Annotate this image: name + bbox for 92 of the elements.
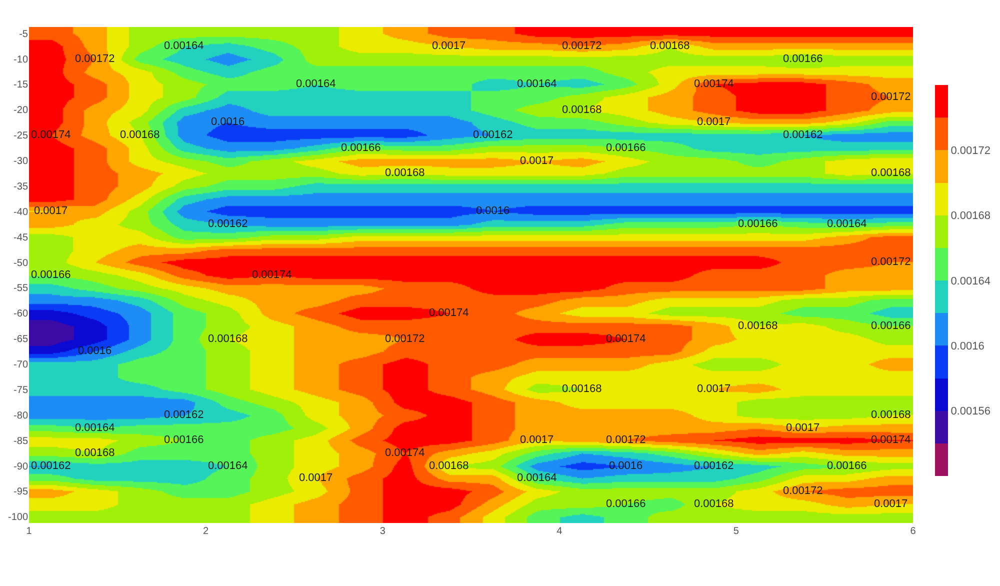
data-label: 0.0016 xyxy=(211,116,245,128)
data-label: 0.00164 xyxy=(517,472,557,484)
data-label: 0.00172 xyxy=(871,91,911,103)
data-label: 0.00172 xyxy=(871,256,911,268)
data-label: 0.0016 xyxy=(476,205,510,217)
data-label: 0.0017 xyxy=(299,472,333,484)
data-label: 0.00172 xyxy=(606,434,646,446)
y-tick-label: -100 xyxy=(8,512,28,524)
color-bar-label: 0.0016 xyxy=(950,340,984,353)
data-label: 0.00168 xyxy=(694,498,734,510)
data-label: 0.00164 xyxy=(296,78,336,90)
y-tick-label: -60 xyxy=(14,308,28,320)
data-label: 0.0016 xyxy=(609,460,643,472)
data-label: 0.00168 xyxy=(429,460,469,472)
y-tick-label: -5 xyxy=(19,28,28,40)
data-label: 0.00172 xyxy=(385,333,425,345)
data-label: 0.00164 xyxy=(517,78,557,90)
data-label: 0.00166 xyxy=(341,142,381,154)
data-label: 0.00172 xyxy=(562,40,602,52)
y-tick-label: -40 xyxy=(14,206,28,218)
data-label: 0.00168 xyxy=(385,167,425,179)
data-label: 0.00168 xyxy=(562,104,602,116)
data-label: 0.00174 xyxy=(606,333,646,345)
x-tick-label: 6 xyxy=(910,526,916,537)
x-tick-label: 5 xyxy=(733,526,740,537)
data-label: 0.00166 xyxy=(606,142,646,154)
data-label: 0.00168 xyxy=(562,383,602,395)
color-bar-label: 0.00164 xyxy=(950,275,990,288)
data-label: 0.00174 xyxy=(31,129,71,141)
data-label: 0.00164 xyxy=(164,40,204,52)
y-tick-label: -20 xyxy=(14,105,28,116)
data-label: 0.00166 xyxy=(738,218,778,230)
data-label: 0.00162 xyxy=(783,129,823,141)
data-label: 0.00168 xyxy=(871,409,911,421)
data-label: 0.00174 xyxy=(871,434,911,446)
data-label: 0.00168 xyxy=(650,40,690,52)
data-label: 0.0017 xyxy=(432,40,466,52)
data-label: 0.00168 xyxy=(871,167,911,179)
y-tick-label: -80 xyxy=(14,410,28,422)
data-label: 0.00166 xyxy=(871,320,911,332)
data-label: 0.0017 xyxy=(520,434,554,446)
data-label: 0.00168 xyxy=(208,333,248,345)
data-label: 0.00166 xyxy=(164,434,204,446)
y-tick-label: -65 xyxy=(14,334,28,346)
x-tick-label: 4 xyxy=(556,526,563,537)
data-label: 0.00174 xyxy=(385,447,425,459)
y-tick-label: -85 xyxy=(14,436,28,447)
y-tick-label: -50 xyxy=(14,258,28,269)
y-tick-label: -55 xyxy=(14,283,28,294)
data-label: 0.00168 xyxy=(75,447,115,459)
data-label: 0.00168 xyxy=(120,129,160,141)
data-label: 0.00172 xyxy=(783,485,823,497)
y-tick-label: -35 xyxy=(14,181,28,192)
data-label: 0.00174 xyxy=(252,269,292,281)
data-label: 0.0017 xyxy=(697,383,731,395)
y-tick-label: -95 xyxy=(14,486,28,498)
data-label: 0.00162 xyxy=(31,460,71,472)
data-label: 0.00162 xyxy=(694,460,734,472)
x-tick-label: 1 xyxy=(26,526,32,537)
y-tick-label: -90 xyxy=(14,461,28,472)
color-bar-label: 0.00156 xyxy=(950,406,990,418)
data-label: 0.00166 xyxy=(783,53,823,65)
y-tick-label: -15 xyxy=(14,80,28,91)
y-tick-label: -30 xyxy=(14,156,28,168)
data-label: 0.00168 xyxy=(738,320,778,332)
data-label: 0.00174 xyxy=(429,307,469,319)
data-label: 0.00164 xyxy=(827,218,867,230)
y-tick-label: -75 xyxy=(14,384,28,396)
color-bar-label: 0.00172 xyxy=(950,145,990,158)
data-label: 0.00162 xyxy=(208,218,248,230)
data-label: 0.00164 xyxy=(75,422,115,434)
y-tick-label: -10 xyxy=(14,54,28,66)
data-label: 0.0017 xyxy=(520,155,554,167)
data-label: 0.00174 xyxy=(694,78,734,90)
y-tick-label: -45 xyxy=(14,232,28,244)
data-label: 0.00166 xyxy=(31,269,71,281)
x-tick-label: 3 xyxy=(380,526,386,537)
color-bar-label: 0.00168 xyxy=(950,210,990,222)
data-label: 0.00166 xyxy=(827,460,867,472)
data-label: 0.0017 xyxy=(786,422,820,434)
data-label: 0.0017 xyxy=(697,116,731,128)
data-label: 0.00162 xyxy=(164,409,204,421)
data-label: 0.00172 xyxy=(75,53,115,65)
data-label: 0.0017 xyxy=(874,498,908,510)
data-label: 0.00162 xyxy=(473,129,513,141)
y-tick-label: -70 xyxy=(14,360,28,371)
data-label: 0.00164 xyxy=(208,460,248,472)
data-label: 0.00166 xyxy=(606,498,646,510)
data-label: 0.0016 xyxy=(78,345,112,357)
y-tick-label: -25 xyxy=(14,130,28,142)
data-label: 0.0017 xyxy=(34,205,68,217)
x-tick-label: 2 xyxy=(203,526,210,537)
